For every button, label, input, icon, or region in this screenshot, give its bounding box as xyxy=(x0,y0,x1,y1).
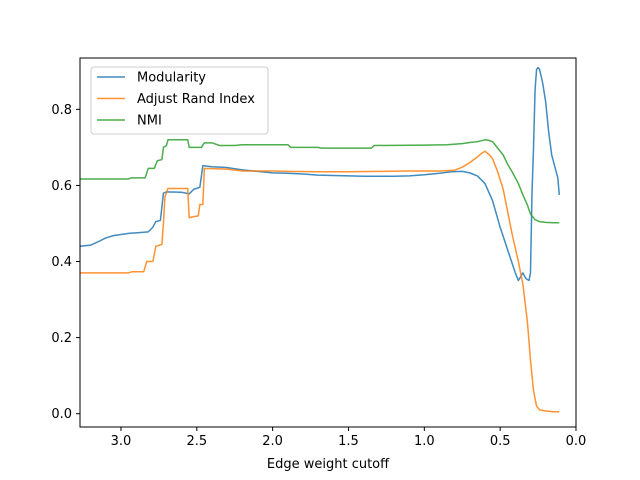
x-axis: 3.0 2.5 2.0 1.5 1.0 0.5 0.0 xyxy=(111,427,587,449)
plot-frame xyxy=(79,57,577,428)
y-tick-label: 0.4 xyxy=(51,255,72,270)
x-axis-label: Edge weight cutoff xyxy=(267,457,390,472)
legend: Modularity Adjust Rand Index NMI xyxy=(90,66,269,135)
x-tick-label: 0.5 xyxy=(490,434,511,449)
legend-box xyxy=(90,66,269,135)
series-line-nmi xyxy=(80,139,560,224)
y-axis: 0.0 0.2 0.4 0.6 0.8 xyxy=(51,103,80,422)
y-tick-label: 0.8 xyxy=(51,103,72,118)
y-tick-label: 0.2 xyxy=(51,331,72,346)
x-tick-label: 0.0 xyxy=(566,434,587,449)
series-layer xyxy=(79,66,561,413)
legend-label-modularity: Modularity xyxy=(137,71,206,86)
series-line-modularity xyxy=(79,66,561,282)
x-tick-label: 2.5 xyxy=(186,434,207,449)
y-tick-label: 0.0 xyxy=(51,407,72,422)
legend-label-nmi: NMI xyxy=(137,114,162,129)
legend-label-adjust-rand-index: Adjust Rand Index xyxy=(137,92,255,107)
x-tick-label: 1.5 xyxy=(338,434,359,449)
x-tick-label: 2.0 xyxy=(262,434,283,449)
x-tick-label: 3.0 xyxy=(111,434,132,449)
series-line-adjust-rand-index xyxy=(80,150,560,413)
y-tick-label: 0.6 xyxy=(51,179,72,194)
x-tick-label: 1.0 xyxy=(414,434,435,449)
